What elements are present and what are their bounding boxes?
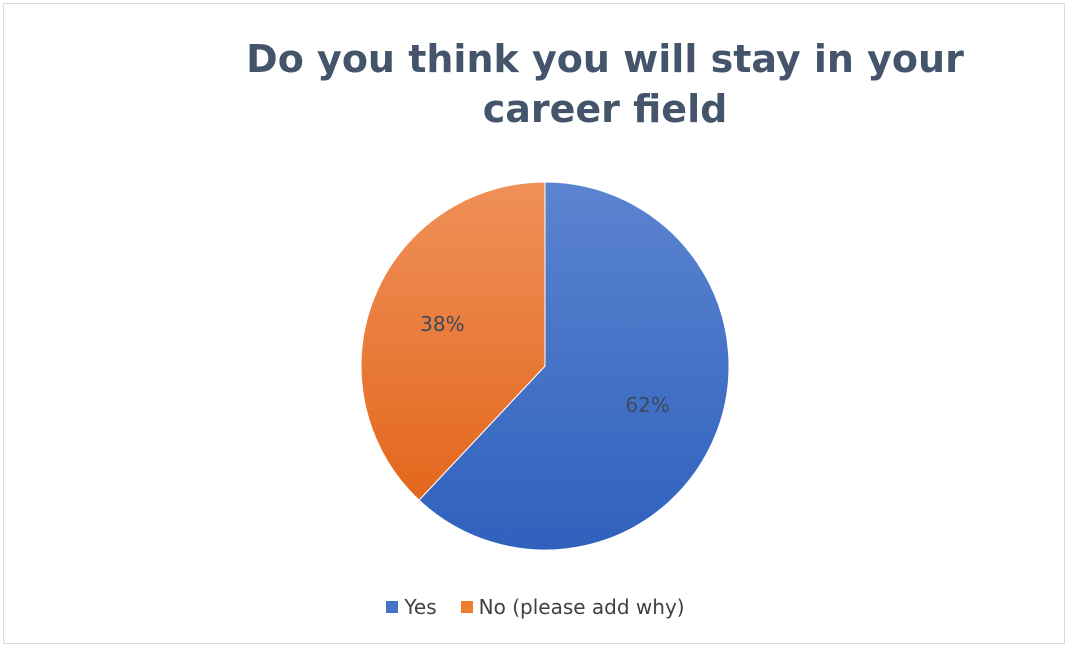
legend-item-no: No (please add why): [460, 595, 685, 619]
legend-label-yes: Yes: [404, 595, 437, 619]
pie-slice-no: [360, 181, 546, 501]
pie-slice-yes: [418, 181, 730, 551]
data-label-no: 38%: [420, 312, 464, 336]
legend-swatch-no: [460, 601, 473, 613]
chart-title: Do you think you will stay in your caree…: [230, 34, 980, 134]
chart-title-line-1: Do you think you will stay in your: [246, 37, 964, 81]
legend-swatch-yes: [386, 601, 399, 613]
legend-item-yes: Yes: [386, 595, 437, 619]
data-label-yes: 62%: [625, 393, 669, 417]
chart-legend: Yes No (please add why): [0, 592, 1071, 622]
chart-title-line-2: career field: [482, 87, 728, 131]
legend-label-no: No (please add why): [478, 595, 685, 619]
